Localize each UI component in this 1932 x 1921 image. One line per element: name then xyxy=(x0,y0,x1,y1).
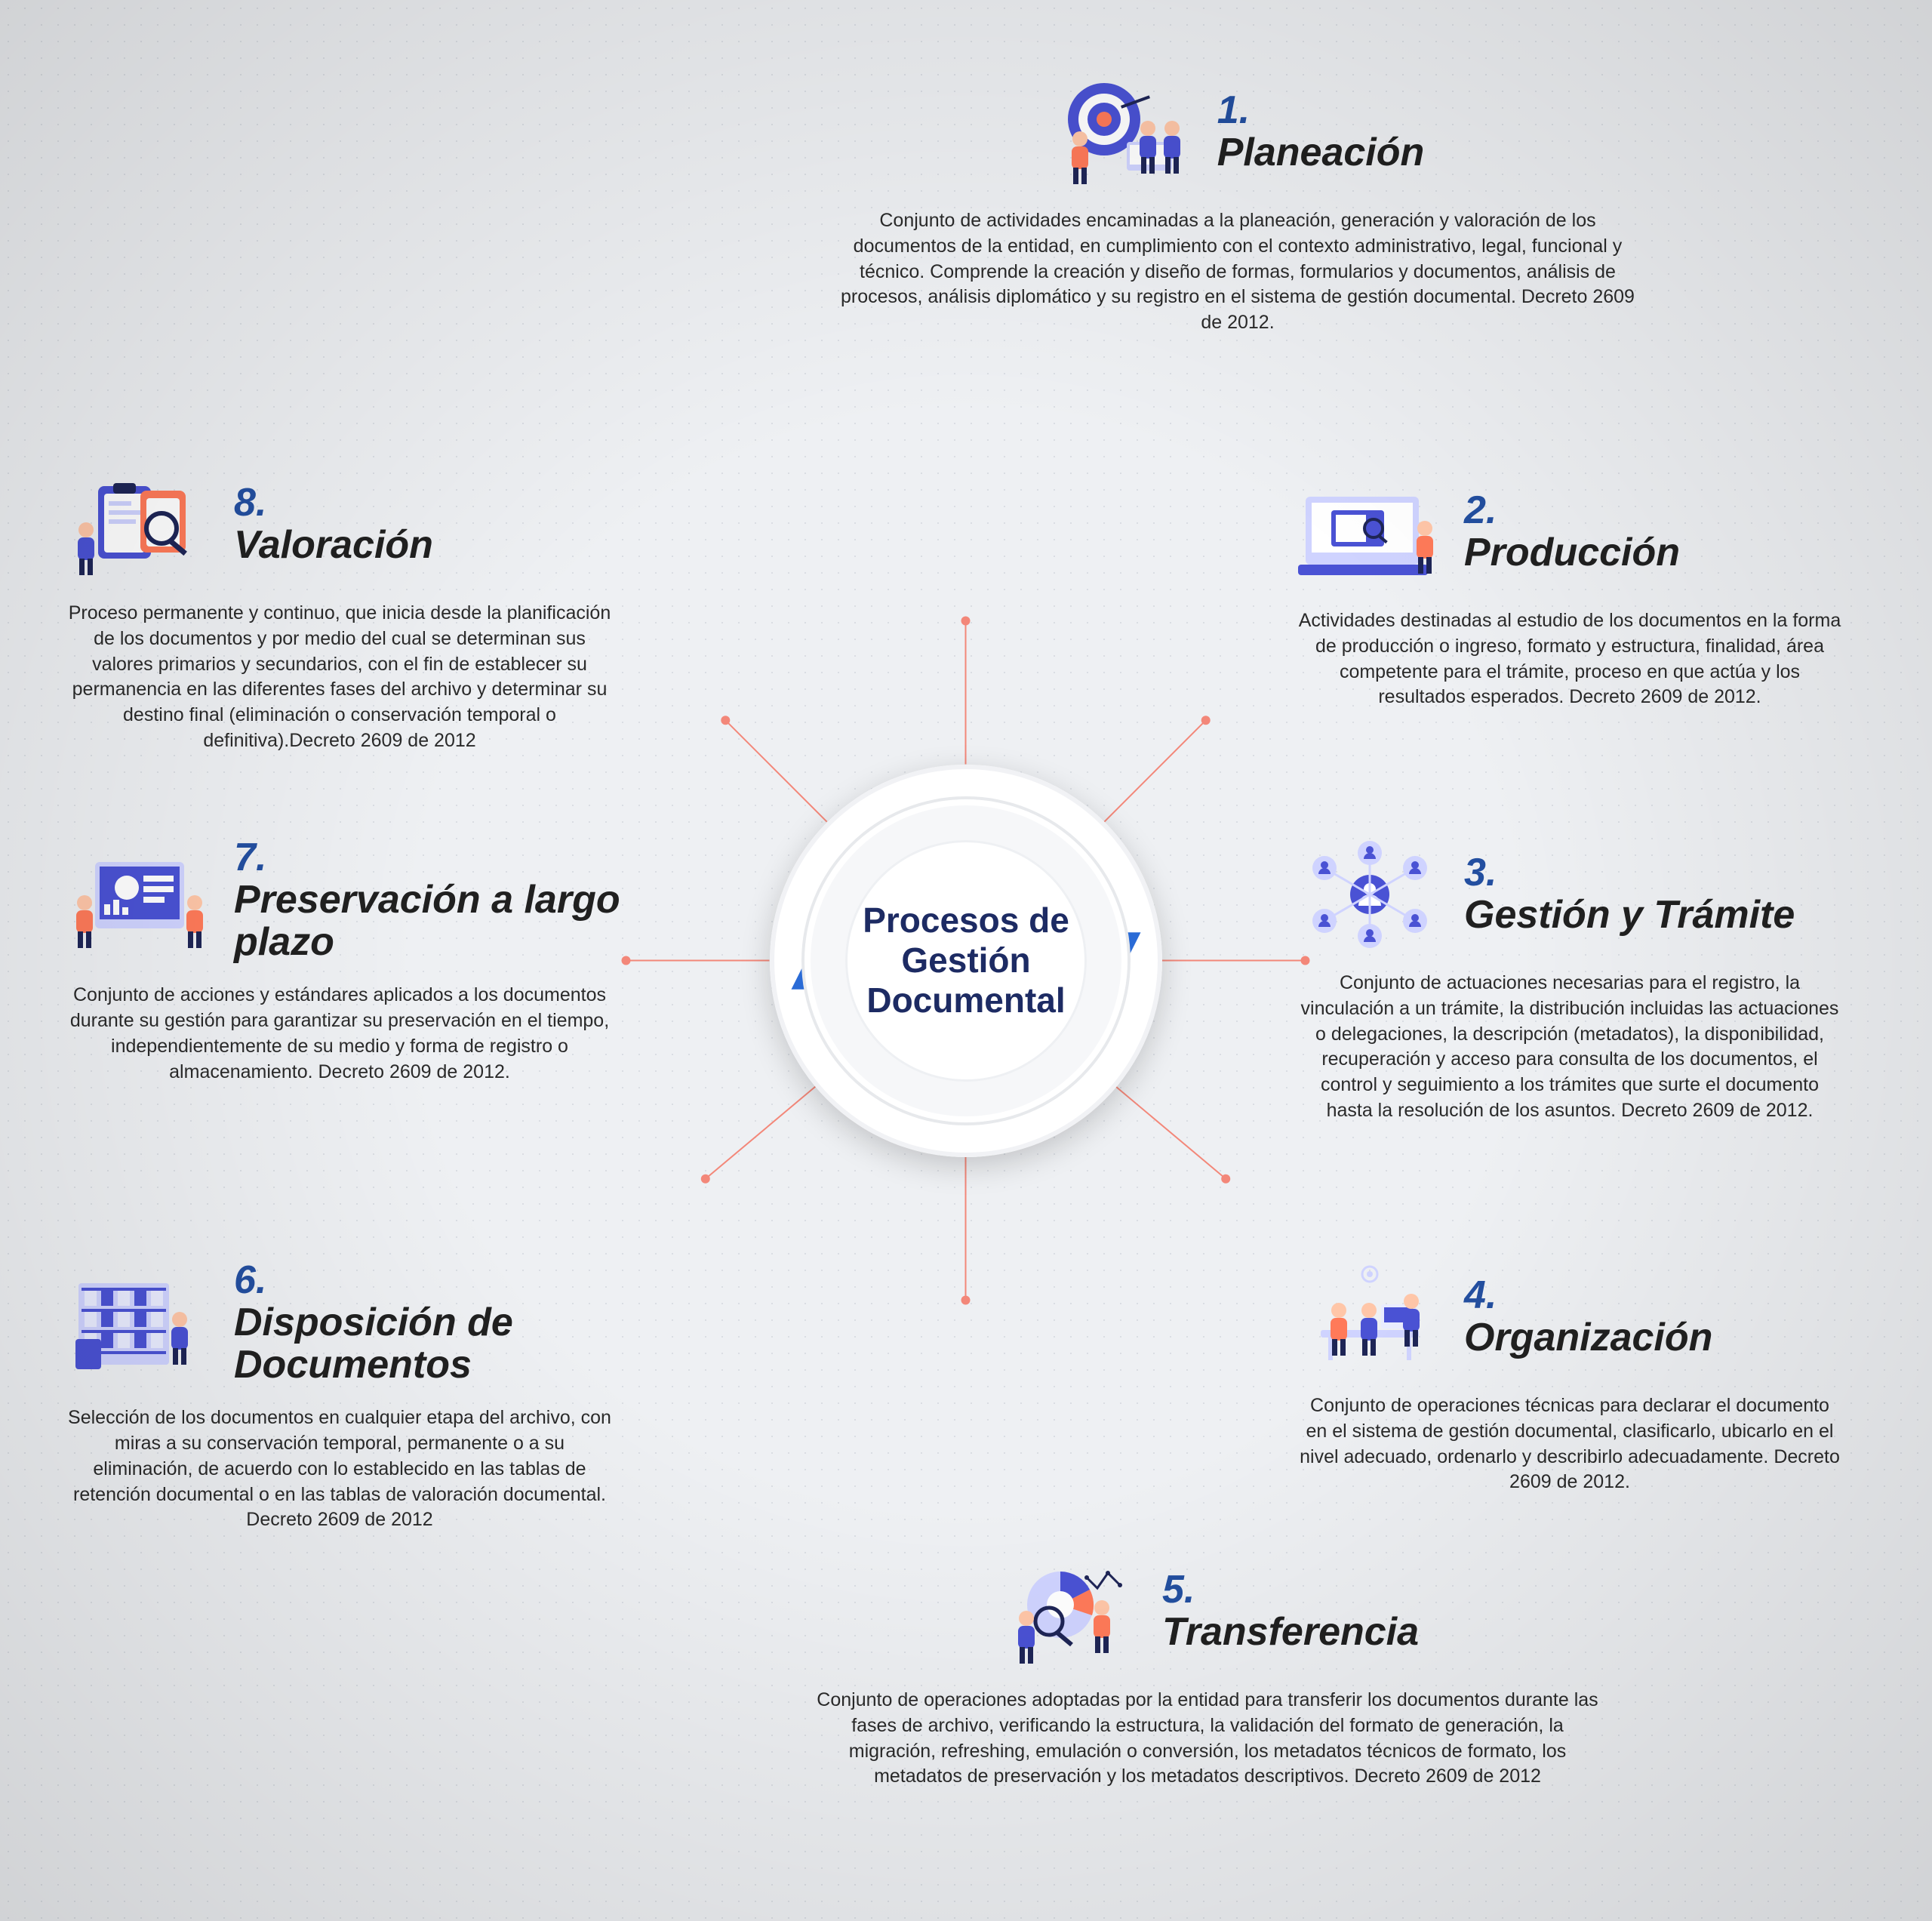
process-icon xyxy=(1298,476,1441,589)
process-description: Proceso permanente y continuo, que inici… xyxy=(68,601,611,754)
process-title: Disposición de Documentos xyxy=(234,1301,626,1386)
process-icon xyxy=(68,844,211,957)
process-number: 4. xyxy=(1464,1276,1712,1315)
process-description: Conjunto de acciones y estándares aplica… xyxy=(68,983,611,1085)
process-icon xyxy=(1298,838,1441,951)
process-icon xyxy=(1051,75,1195,189)
process-description: Conjunto de actividades encaminadas a la… xyxy=(838,208,1638,336)
process-item-5: 5.Transferencia Conjunto de operaciones a… xyxy=(755,1555,1660,1790)
process-icon xyxy=(68,468,211,581)
process-title: Producción xyxy=(1464,531,1680,574)
process-description: Actividades destinadas al estudio de los… xyxy=(1298,608,1841,710)
process-description: Conjunto de operaciones adoptadas por la… xyxy=(808,1688,1607,1790)
process-number: 5. xyxy=(1162,1570,1419,1609)
process-item-4: 4.Organización Conjunto de operaciones té… xyxy=(1298,1261,1857,1495)
process-title: Transferencia xyxy=(1162,1611,1419,1653)
process-number: 2. xyxy=(1464,491,1680,530)
process-description: Conjunto de operaciones técnicas para de… xyxy=(1298,1393,1841,1495)
process-item-7: 7.Preservación a largo plazo Conjunto de … xyxy=(68,838,626,1085)
process-item-1: 1.Planeación Conjunto de actividades enca… xyxy=(785,75,1690,336)
central-hub: Procesos de Gestión Documental xyxy=(770,765,1162,1157)
process-title: Valoración xyxy=(234,524,433,566)
process-item-2: 2.Producción Actividades destinadas al es… xyxy=(1298,476,1857,710)
process-description: Selección de los documentos en cualquier… xyxy=(68,1405,611,1533)
process-item-8: 8.Valoración Proceso permanente y continu… xyxy=(68,468,626,754)
hub-ring-inner: Procesos de Gestión Documental xyxy=(845,840,1087,1082)
hub-title: Procesos de Gestión Documental xyxy=(845,900,1087,1021)
process-number: 7. xyxy=(234,838,626,877)
process-icon xyxy=(68,1267,211,1380)
process-icon xyxy=(1298,1261,1441,1374)
process-title: Gestión y Trámite xyxy=(1464,894,1795,936)
process-number: 6. xyxy=(234,1261,626,1300)
process-icon xyxy=(996,1555,1140,1668)
process-item-3: 3.Gestión y Trámite Conjunto de actuacion… xyxy=(1298,838,1857,1124)
process-item-6: 6.Disposición de Documentos Selección de … xyxy=(68,1261,626,1533)
process-number: 1. xyxy=(1217,91,1425,130)
process-number: 8. xyxy=(234,483,433,522)
process-title: Preservación a largo plazo xyxy=(234,879,626,963)
process-number: 3. xyxy=(1464,853,1795,892)
process-title: Organización xyxy=(1464,1316,1712,1359)
process-title: Planeación xyxy=(1217,131,1425,174)
process-description: Conjunto de actuaciones necesarias para … xyxy=(1298,971,1841,1124)
